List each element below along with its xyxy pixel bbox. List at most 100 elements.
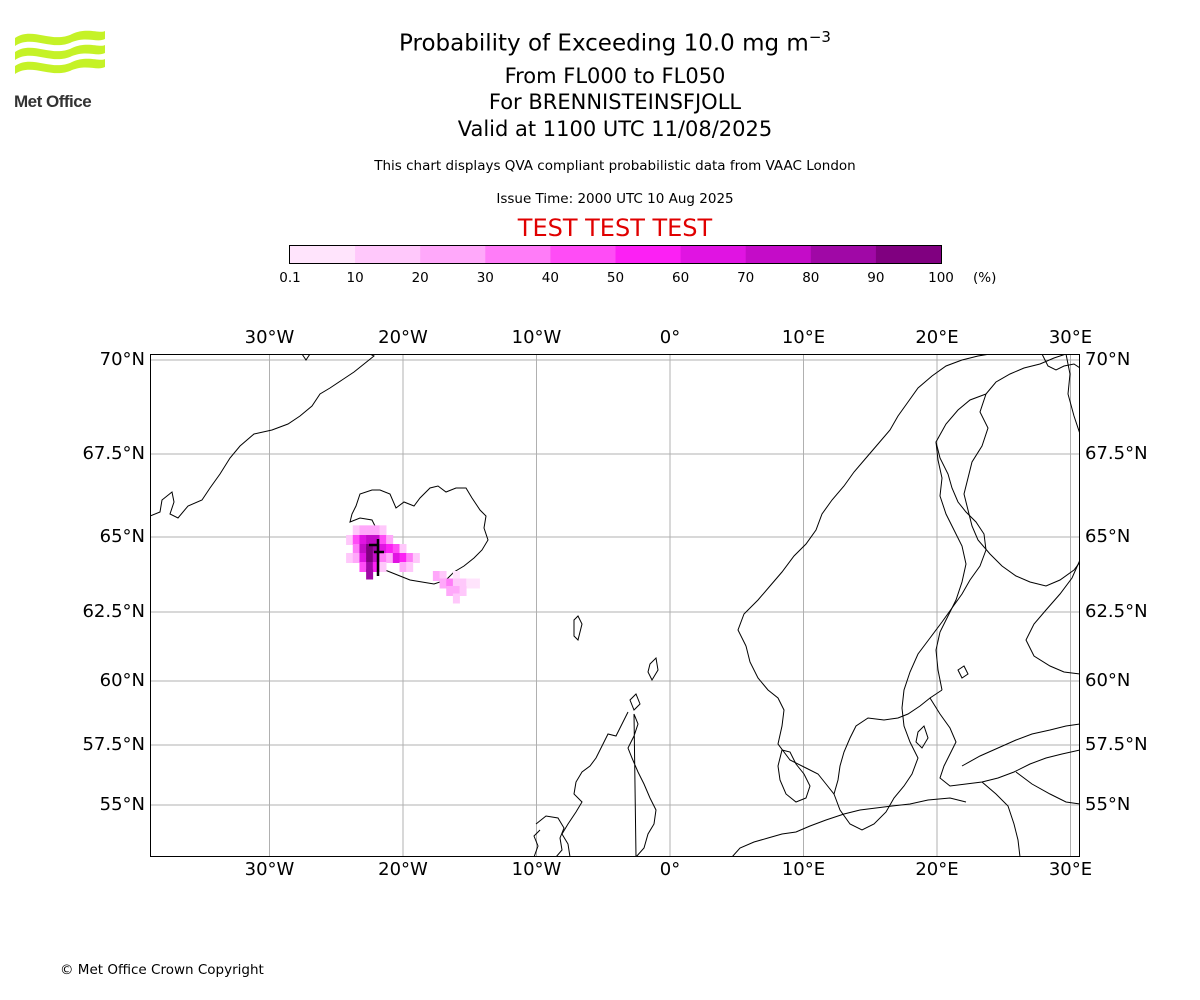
colorbar-tick-label: 100 bbox=[928, 270, 954, 286]
plume-cell bbox=[346, 535, 354, 545]
longitude-label: 20°E bbox=[915, 327, 959, 348]
colorbar-tick-label: 90 bbox=[867, 270, 885, 286]
plume-cell bbox=[372, 553, 380, 563]
colorbar-unit: (%) bbox=[973, 270, 997, 286]
plume-cell bbox=[439, 571, 447, 581]
colorbar-tick-label: 20 bbox=[411, 270, 429, 286]
plume-cell bbox=[446, 578, 454, 589]
plume-cell bbox=[366, 569, 374, 580]
colorbar-border bbox=[289, 245, 942, 264]
latitude-label: 70°N bbox=[1085, 349, 1131, 370]
longitude-label: 20°W bbox=[378, 859, 428, 880]
chart-title-main: Probability of Exceeding 10.0 mg m bbox=[399, 30, 809, 57]
colorbar-segment bbox=[290, 246, 356, 263]
plume-cell bbox=[452, 586, 460, 596]
plume-cell bbox=[372, 535, 380, 545]
plume-cell bbox=[459, 578, 467, 589]
longitude-label: 10°W bbox=[511, 327, 562, 348]
shetland-islands bbox=[647, 656, 659, 682]
orkney-islands bbox=[629, 693, 641, 711]
latitude-label: 65°N bbox=[99, 526, 145, 547]
longitude-label: 30°W bbox=[244, 859, 295, 880]
latitude-label: 70°N bbox=[99, 349, 145, 370]
coastlines bbox=[150, 354, 1080, 857]
colorbar-segment bbox=[745, 246, 812, 263]
plume-cell bbox=[366, 535, 374, 545]
plume-cell bbox=[366, 544, 374, 554]
plume-cell bbox=[352, 535, 360, 545]
flight-level-range: From FL000 to FL050 bbox=[504, 64, 726, 88]
longitude-label: 10°W bbox=[511, 859, 562, 880]
latitude-label: 62.5°N bbox=[82, 601, 145, 622]
plume-cell bbox=[466, 578, 474, 589]
longitude-label: 0° bbox=[659, 859, 681, 880]
plume-cell bbox=[399, 562, 407, 572]
met-office-logo bbox=[12, 28, 112, 118]
colorbar-segment bbox=[680, 246, 747, 263]
test-banner: TEST TEST TEST bbox=[517, 214, 713, 242]
plume-cell bbox=[439, 578, 447, 589]
faroe-islands bbox=[573, 615, 583, 641]
colorbar-tick-label: 70 bbox=[737, 270, 755, 286]
latitude-label: 55°N bbox=[99, 794, 145, 815]
plume-cell bbox=[452, 593, 460, 604]
latitude-label: 65°N bbox=[1085, 526, 1131, 547]
logo-text: Met Office bbox=[14, 92, 92, 111]
greenland-islet bbox=[301, 354, 311, 361]
plume-cell bbox=[366, 525, 374, 536]
plume-cell bbox=[432, 571, 440, 581]
latitude-label: 67.5°N bbox=[82, 443, 145, 464]
plume-cell bbox=[392, 553, 400, 563]
chart-title-superscript: −3 bbox=[808, 28, 831, 46]
plume-cell bbox=[372, 544, 380, 554]
latitude-label: 57.5°N bbox=[82, 734, 145, 755]
colorbar-segment bbox=[355, 246, 421, 263]
colorbar-segment bbox=[810, 246, 877, 263]
plume-cell bbox=[372, 562, 380, 572]
plume-cell bbox=[359, 535, 367, 545]
baltic-states-borders bbox=[961, 723, 1080, 857]
plume-cell bbox=[379, 544, 387, 554]
colorbar-tick-label: 0.1 bbox=[279, 270, 301, 286]
russia-coast bbox=[1025, 354, 1080, 675]
plume-cell bbox=[366, 553, 374, 563]
ash-plume bbox=[346, 525, 480, 604]
colorbar-segment bbox=[550, 246, 616, 263]
colorbar-tick-label: 50 bbox=[606, 270, 625, 286]
norway-sweden-border bbox=[935, 441, 967, 691]
latitude-label: 67.5°N bbox=[1085, 443, 1148, 464]
colorbar-segment bbox=[615, 246, 682, 263]
germany-coast bbox=[731, 797, 967, 857]
plume-cell bbox=[452, 578, 460, 589]
plume-cell bbox=[406, 553, 414, 563]
colorbar-segment bbox=[875, 246, 942, 263]
longitude-label: 30°E bbox=[1048, 327, 1093, 348]
plume-cell bbox=[399, 544, 407, 554]
probability-colorbar bbox=[289, 245, 942, 264]
longitude-label: 30°E bbox=[1048, 859, 1093, 880]
met-office-wave-icon bbox=[15, 30, 105, 74]
longitude-label: 10°E bbox=[781, 327, 826, 348]
longitude-label: 10°E bbox=[781, 859, 826, 880]
graticule bbox=[150, 354, 1080, 857]
plume-cell bbox=[386, 553, 394, 563]
plume-cell bbox=[379, 525, 387, 536]
plume-cell bbox=[386, 544, 394, 554]
plume-cell bbox=[399, 553, 407, 563]
colorbar-tick-label: 40 bbox=[541, 270, 559, 286]
plume-cell bbox=[472, 578, 480, 589]
plume-cell bbox=[392, 544, 400, 554]
colorbar-tick-label: 80 bbox=[802, 270, 820, 286]
plume-cell bbox=[379, 562, 387, 572]
plume-cell bbox=[386, 535, 394, 545]
map-frame bbox=[150, 354, 1080, 857]
norway-coast bbox=[737, 354, 991, 796]
plume-cell bbox=[352, 553, 360, 563]
copyright-notice: © Met Office Crown Copyright bbox=[60, 962, 264, 978]
colorbar-tick-label: 30 bbox=[476, 270, 494, 286]
finland-coast bbox=[963, 393, 1080, 587]
finland-border bbox=[985, 354, 1080, 435]
plume-cell bbox=[366, 562, 374, 572]
qva-note: This chart displays QVA compliant probab… bbox=[374, 158, 856, 174]
latitude-label: 60°N bbox=[99, 670, 145, 691]
